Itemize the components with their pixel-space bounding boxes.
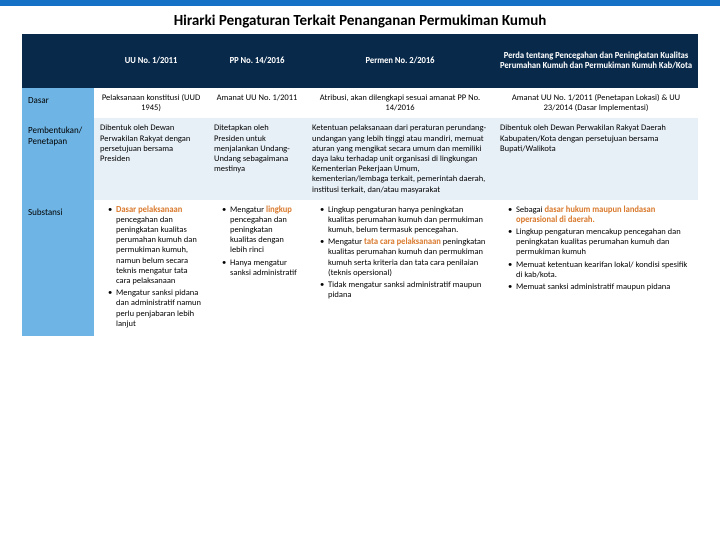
cell-dasar-perda: Amanat UU No. 1/2011 (Penetapan Lokasi) … xyxy=(494,88,698,118)
cell-substansi-permen: Lingkup pengaturan hanya peningkatan kua… xyxy=(306,200,494,336)
text: pencegahan dan peningkatan kualitas deng… xyxy=(230,215,287,256)
cell-pembentukan-perda: Dibentuk oleh Dewan Perwakilan Rakyat Da… xyxy=(494,118,698,199)
cell-pembentukan-uu: Dibentuk oleh Dewan Perwakilan Rakyat de… xyxy=(94,118,208,199)
hierarchy-table: UU No. 1/2011 PP No. 14/2016 Permen No. … xyxy=(22,34,698,336)
page-title: Hirarki Pengaturan Terkait Penanganan Pe… xyxy=(0,6,720,34)
cell-pembentukan-pp: Ditetapkan oleh Presiden untuk menjalank… xyxy=(208,118,306,199)
cell-dasar-pp: Amanat UU No. 1/2011 xyxy=(208,88,306,118)
text: Mengatur xyxy=(328,237,364,247)
list-item: Mengatur sanksi pidana dan administratif… xyxy=(108,288,202,329)
text: Sebagai xyxy=(516,205,544,215)
list-item: Sebagai dasar hukum maupun landasan oper… xyxy=(508,205,692,225)
cell-substansi-uu: Dasar pelaksanaan pencegahan dan peningk… xyxy=(94,200,208,336)
row-label-substansi: Substansi xyxy=(22,200,94,336)
col-header-perda: Perda tentang Pencegahan dan Peningkatan… xyxy=(494,34,698,88)
list-item: Tidak mengatur sanksi administratif maup… xyxy=(320,280,488,300)
cell-dasar-permen: Atribusi, akan dilengkapi sesuai amanat … xyxy=(306,88,494,118)
highlight-text: Dasar pelaksanaan xyxy=(116,205,182,215)
list-item: Memuat ketentuan kearifan lokal/ kondisi… xyxy=(508,260,692,280)
list-item: Lingkup pengaturan mencakup pencegahan d… xyxy=(508,227,692,258)
highlight-text: lingkup xyxy=(266,205,292,215)
text: pencegahan dan peningkatan kualitas peru… xyxy=(116,215,197,286)
col-header-uu: UU No. 1/2011 xyxy=(94,34,208,88)
list-item: Memuat sanksi administratif maupun pidan… xyxy=(508,282,692,292)
cell-substansi-perda: Sebagai dasar hukum maupun landasan oper… xyxy=(494,200,698,336)
col-header-pp: PP No. 14/2016 xyxy=(208,34,306,88)
text: Mengatur xyxy=(230,205,266,215)
list-item: Mengatur lingkup pencegahan dan peningka… xyxy=(222,205,300,256)
row-label-pembentukan: Pembentukan/ Penetapan xyxy=(22,118,94,199)
row-label-dasar: Dasar xyxy=(22,88,94,118)
cell-dasar-uu: Pelaksanaan konstitusi (UUD 1945) xyxy=(94,88,208,118)
highlight-text: tata cara pelaksanaan xyxy=(364,237,441,247)
list-item: Dasar pelaksanaan pencegahan dan peningk… xyxy=(108,205,202,287)
col-header-permen: Permen No. 2/2016 xyxy=(306,34,494,88)
list-item: Lingkup pengaturan hanya peningkatan kua… xyxy=(320,205,488,236)
cell-pembentukan-permen: Ketentuan pelaksanaan dari peraturan per… xyxy=(306,118,494,199)
list-item: Hanya mengatur sanksi administratif xyxy=(222,258,300,278)
cell-substansi-pp: Mengatur lingkup pencegahan dan peningka… xyxy=(208,200,306,336)
col-header-blank xyxy=(22,34,94,88)
list-item: Mengatur tata cara pelaksanaan peningkat… xyxy=(320,237,488,278)
